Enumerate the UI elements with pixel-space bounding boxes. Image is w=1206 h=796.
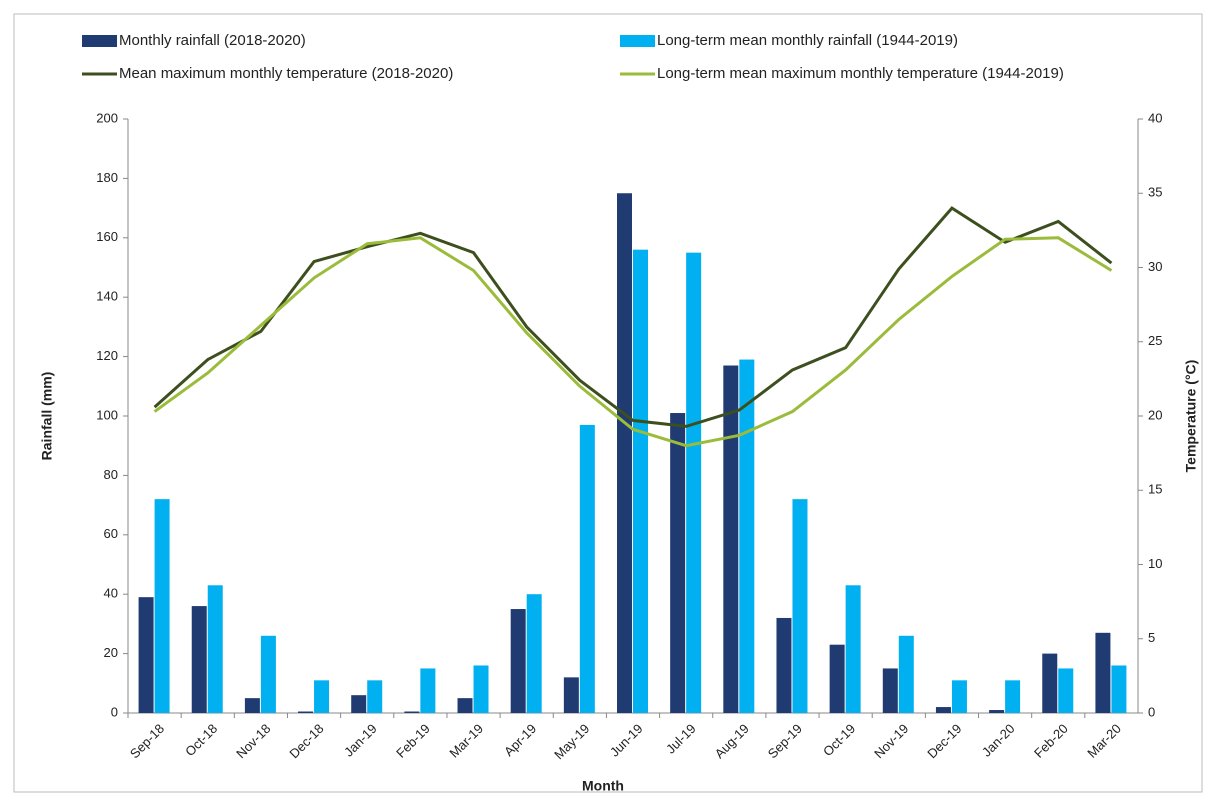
bar	[526, 594, 542, 713]
legend-label: Long-term mean monthly rainfall (1944-20…	[657, 32, 958, 49]
x-tick-label: Jul-19	[663, 721, 699, 757]
bar	[298, 711, 314, 713]
x-tick-label: Mar-20	[1084, 721, 1124, 761]
bar	[244, 698, 260, 713]
bar	[207, 585, 223, 713]
bar	[989, 710, 1005, 713]
x-tick-label: Jan-19	[341, 721, 380, 760]
y2-tick-label: 10	[1148, 556, 1162, 571]
y2-axis-title: Temperature (°C)	[1183, 360, 1199, 473]
bar	[1095, 632, 1111, 713]
x-tick-label: Dec-19	[924, 721, 964, 761]
bar	[1111, 665, 1127, 713]
bar	[367, 680, 383, 713]
x-tick-label: Dec-18	[286, 721, 326, 761]
bar	[723, 365, 739, 713]
y-tick-label: 200	[96, 110, 118, 125]
bar	[792, 499, 808, 713]
bar	[579, 424, 595, 713]
y-tick-label: 100	[96, 407, 118, 422]
y-tick-label: 20	[104, 645, 118, 660]
bar	[154, 499, 170, 713]
bar	[1005, 680, 1021, 713]
y2-tick-label: 15	[1148, 482, 1162, 497]
x-tick-label: Jan-20	[979, 721, 1018, 760]
x-tick-label: Jun-19	[607, 721, 646, 760]
y2-tick-label: 0	[1148, 704, 1155, 719]
legend-label: Monthly rainfall (2018-2020)	[119, 32, 306, 49]
x-tick-label: Nov-18	[233, 721, 273, 761]
x-tick-label: Aug-19	[712, 721, 752, 761]
bar	[314, 680, 330, 713]
bar	[686, 252, 702, 713]
x-tick-label: Feb-20	[1031, 721, 1071, 761]
y-tick-label: 120	[96, 348, 118, 363]
bar	[473, 665, 489, 713]
legend-swatch	[620, 35, 655, 47]
bar	[670, 413, 686, 713]
x-tick-label: Sep-19	[765, 721, 805, 761]
x-tick-label: Feb-19	[393, 721, 433, 761]
x-tick-label: Oct-18	[182, 721, 220, 759]
bar	[1042, 653, 1058, 713]
bar	[1058, 668, 1074, 713]
legend-label: Mean maximum monthly temperature (2018-2…	[119, 65, 453, 82]
line-series	[153, 206, 1113, 428]
y-axis-title: Rainfall (mm)	[39, 372, 55, 461]
x-tick-label: Nov-19	[871, 721, 911, 761]
y-tick-label: 180	[96, 170, 118, 185]
bar	[457, 698, 473, 713]
bar	[951, 680, 967, 713]
bar	[138, 597, 154, 713]
bar	[829, 644, 845, 713]
bar	[351, 695, 367, 713]
bar	[191, 606, 207, 713]
legend-label: Long-term mean maximum monthly temperatu…	[657, 65, 1064, 82]
bar	[260, 635, 276, 713]
frame	[13, 13, 1203, 793]
y2-tick-label: 20	[1148, 407, 1162, 422]
x-axis-title: Month	[582, 778, 624, 794]
y2-tick-label: 40	[1148, 110, 1162, 125]
bar	[776, 617, 792, 713]
y2-tick-label: 25	[1148, 333, 1162, 348]
bar	[404, 711, 420, 713]
line-series	[153, 236, 1113, 448]
bar	[845, 585, 861, 713]
x-tick-label: Sep-18	[127, 721, 167, 761]
y2-tick-label: 35	[1148, 185, 1162, 200]
legend-swatch	[82, 35, 117, 47]
y-tick-label: 60	[104, 526, 118, 541]
y-tick-label: 0	[111, 704, 118, 719]
y2-tick-label: 30	[1148, 259, 1162, 274]
bar	[739, 359, 755, 713]
x-tick-label: May-19	[551, 721, 592, 762]
y-tick-label: 40	[104, 586, 118, 601]
bar	[420, 668, 436, 713]
y2-tick-label: 5	[1148, 630, 1155, 645]
bar	[935, 707, 951, 713]
x-tick-label: Apr-19	[501, 721, 539, 759]
bar	[563, 677, 579, 713]
y-tick-label: 140	[96, 289, 118, 304]
bar	[617, 193, 632, 713]
x-tick-label: Mar-19	[446, 721, 486, 761]
y-tick-label: 80	[104, 467, 118, 482]
y-tick-label: 160	[96, 229, 118, 244]
x-tick-label: Oct-19	[820, 721, 858, 759]
bar	[633, 249, 648, 713]
bar	[898, 635, 914, 713]
bar	[882, 668, 898, 713]
bar	[510, 609, 526, 713]
